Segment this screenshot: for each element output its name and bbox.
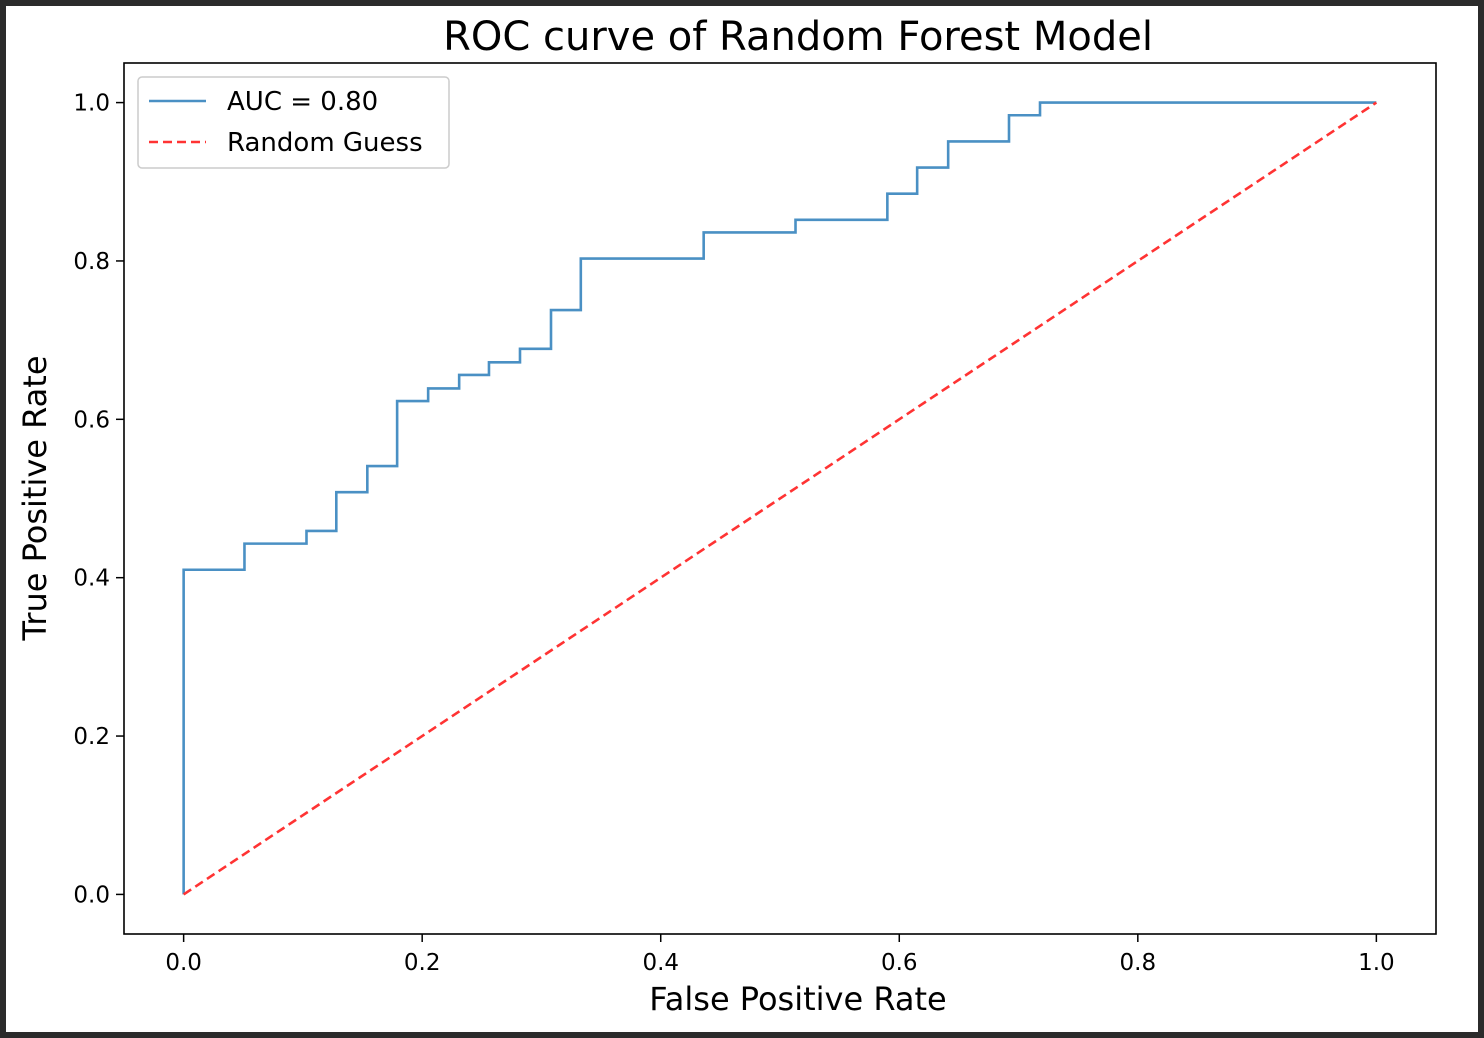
y-tick-label: 0.2 — [73, 724, 110, 750]
x-tick-label: 0.6 — [881, 950, 918, 976]
x-tick-label: 0.8 — [1120, 950, 1157, 976]
roc-chart: ROC curve of Random Forest Model 0.0 0.2 0… — [16, 14, 1437, 1018]
y-tick-label: 0.0 — [73, 882, 110, 908]
y-tick-label: 0.8 — [73, 249, 110, 275]
x-tick-label: 0.0 — [165, 950, 202, 976]
random-guess-line — [182, 101, 1378, 896]
legend-frame — [137, 76, 450, 169]
x-axis-label: False Positive Rate — [649, 980, 946, 1018]
series-layer — [182, 101, 1378, 896]
x-axis-ticks: 0.0 0.2 0.4 0.6 0.8 1.0 — [165, 934, 1395, 976]
figure: ROC curve of Random Forest Model 0.0 0.2 0… — [6, 6, 1478, 1032]
legend-label-random-guess: Random Guess — [227, 128, 423, 158]
x-tick-label: 0.2 — [404, 950, 441, 976]
legend: AUC = 0.80 Random Guess — [137, 76, 450, 169]
x-tick-label: 0.4 — [642, 950, 679, 976]
y-tick-label: 1.0 — [73, 91, 110, 117]
y-axis-ticks: 0.0 0.2 0.4 0.6 0.8 1.0 — [73, 91, 124, 908]
chart-title: ROC curve of Random Forest Model — [443, 14, 1153, 60]
legend-label-auc: AUC = 0.80 — [227, 87, 378, 117]
y-tick-label: 0.6 — [73, 407, 110, 433]
x-tick-label: 1.0 — [1358, 950, 1395, 976]
roc-curve-line — [182, 101, 1377, 895]
y-tick-label: 0.4 — [73, 566, 110, 592]
y-axis-label: True Positive Rate — [16, 355, 54, 641]
